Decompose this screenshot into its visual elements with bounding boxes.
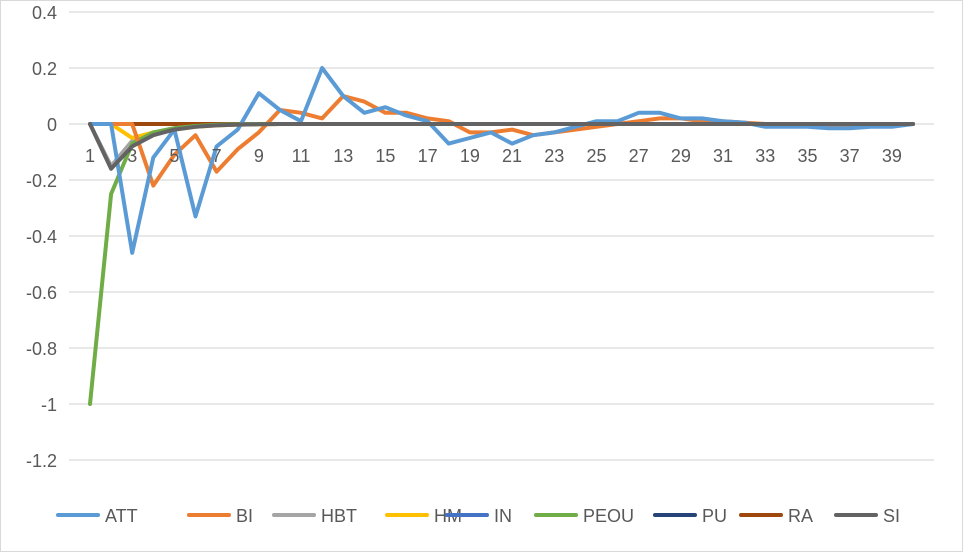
x-tick-label: 9 [254,146,264,166]
y-tick-label: 0.2 [32,59,57,79]
x-tick-label: 33 [755,146,775,166]
legend-label-bi: BI [236,506,253,526]
legend-label-si: SI [883,506,900,526]
x-tick-label: 35 [797,146,817,166]
x-tick-label: 15 [375,146,395,166]
x-tick-label: 11 [292,146,311,166]
series-line-att [88,66,915,255]
series-line-bi [88,94,915,188]
y-axis-tick-labels: 0.4 0.2 0 -0.2 -0.4 -0.6 -0.8 -1 -1.2 [26,3,57,471]
legend: ATTBIHBTHMINPEOUPURASI [56,506,900,526]
x-tick-label: 19 [460,146,480,166]
legend-label-hbt: HBT [321,506,357,526]
x-tick-label: 3 [127,146,137,166]
y-tick-label: -0.4 [26,227,57,247]
gridlines [69,11,934,461]
x-tick-label: 17 [418,146,438,166]
legend-label-att: ATT [105,506,138,526]
y-tick-label: 0.4 [32,3,57,23]
x-tick-label: 5 [169,146,179,166]
y-tick-label: 0 [47,115,57,135]
y-tick-label: -0.2 [26,171,57,191]
x-tick-label: 13 [333,146,353,166]
x-tick-label: 23 [544,146,564,166]
x-axis-tick-labels: 1 3 5 7 9 11 13 15 17 19 21 23 25 27 29 31 33 35 37 39 [85,146,902,166]
y-tick-label: -0.8 [26,339,57,359]
series-lines [88,66,915,406]
y-tick-label: -0.6 [26,283,57,303]
legend-label-pu: PU [702,506,727,526]
x-tick-label: 1 [85,146,95,166]
y-tick-label: -1.2 [26,451,57,471]
x-tick-label: 39 [882,146,902,166]
legend-label-ra: RA [788,506,813,526]
x-tick-label: 37 [840,146,860,166]
x-tick-label: 7 [212,146,222,166]
series-line-si [88,122,915,171]
x-tick-label: 25 [586,146,606,166]
x-tick-label: 21 [502,146,522,166]
x-tick-label: 31 [713,146,733,166]
x-tick-label: 27 [629,146,649,166]
legend-label-in: IN [494,506,512,526]
y-tick-label: -1 [41,395,57,415]
legend-label-peou: PEOU [583,506,634,526]
x-tick-label: 29 [671,146,691,166]
